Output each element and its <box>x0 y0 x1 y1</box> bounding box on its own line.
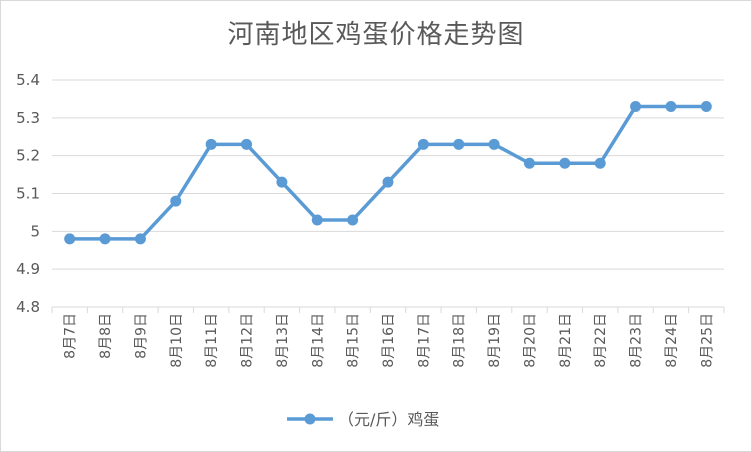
data-point <box>559 157 571 169</box>
y-tick-label: 4.8 <box>16 298 40 316</box>
data-point <box>382 176 394 188</box>
y-tick-label: 5.2 <box>16 147 40 165</box>
legend-marker <box>304 413 316 425</box>
data-point <box>488 138 500 150</box>
data-point <box>205 138 217 150</box>
x-tick-label: 8月11日 <box>204 313 220 368</box>
data-point <box>665 100 677 112</box>
x-tick-label: 8月12日 <box>240 313 256 368</box>
x-tick-label: 8月16日 <box>381 313 397 368</box>
data-point <box>64 233 76 245</box>
data-point <box>630 100 642 112</box>
x-tick-label: 8月10日 <box>169 313 185 368</box>
x-tick-label: 8月15日 <box>346 313 362 368</box>
data-point <box>99 233 111 245</box>
data-point <box>523 157 535 169</box>
y-tick-label: 5.1 <box>16 185 40 203</box>
data-point <box>134 233 146 245</box>
chart-title: 河南地区鸡蛋价格走势图 <box>227 20 525 50</box>
data-point <box>453 138 465 150</box>
y-tick-label: 5.4 <box>16 71 40 89</box>
data-point <box>276 176 288 188</box>
data-point <box>594 157 606 169</box>
y-tick-label: 4.9 <box>16 260 40 278</box>
x-tick-label: 8月24日 <box>664 313 680 368</box>
data-point <box>311 214 323 226</box>
y-tick-label: 5.3 <box>16 109 40 127</box>
data-point <box>417 138 429 150</box>
data-point <box>347 214 359 226</box>
x-tick-label: 8月7日 <box>63 313 79 359</box>
series-group <box>64 100 712 245</box>
x-tick-label: 8月17日 <box>416 313 432 368</box>
x-tick-label: 8月13日 <box>275 313 291 368</box>
legend: （元/斤）鸡蛋 <box>287 410 439 429</box>
x-tick-label: 8月14日 <box>310 313 326 368</box>
series-line <box>69 104 707 241</box>
y-tick-label: 5 <box>30 222 40 240</box>
data-point <box>241 138 253 150</box>
legend-label: （元/斤）鸡蛋 <box>338 410 439 429</box>
x-tick-label: 8月21日 <box>558 313 574 368</box>
x-tick-label: 8月8日 <box>98 313 114 359</box>
data-point <box>170 195 182 207</box>
x-tick-label: 8月20日 <box>522 313 538 368</box>
x-tick-label: 8月25日 <box>699 313 715 368</box>
data-point <box>700 100 712 112</box>
x-tick-label: 8月19日 <box>487 313 503 368</box>
gridlines <box>52 79 724 308</box>
y-axis-ticks: 4.8 4.9 5 5.1 5.2 5.3 5.4 <box>16 71 40 316</box>
x-tick-label: 8月22日 <box>593 313 609 368</box>
x-tick-label: 8月18日 <box>452 313 468 368</box>
x-tick-label: 8月9日 <box>133 313 149 359</box>
x-tick-label: 8月23日 <box>629 313 645 368</box>
x-axis-ticks: 8月7日 8月8日 8月9日 8月10日 8月11日 8月12日 8月13日 8月14日 8月1… <box>51 307 725 368</box>
